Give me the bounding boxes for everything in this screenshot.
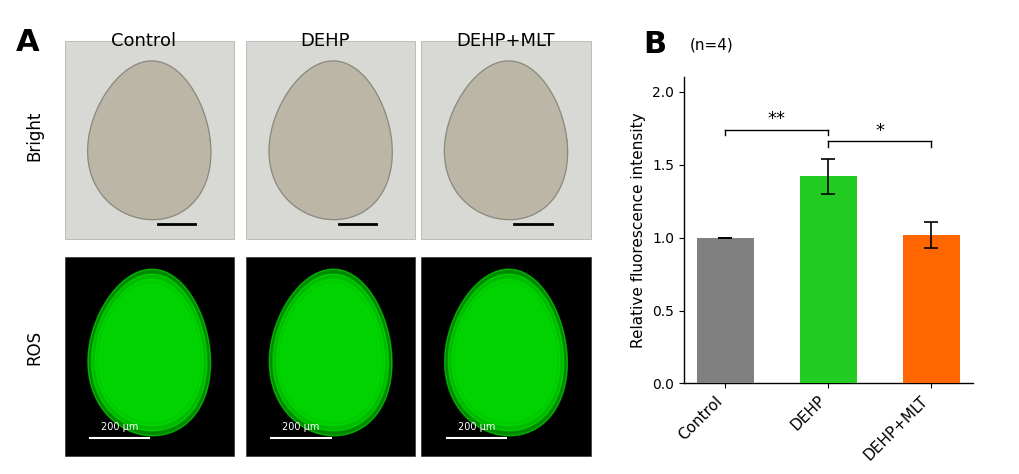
Text: B: B <box>642 30 665 59</box>
FancyBboxPatch shape <box>421 257 590 456</box>
Polygon shape <box>269 61 392 219</box>
Polygon shape <box>448 274 564 431</box>
FancyBboxPatch shape <box>246 257 415 456</box>
Polygon shape <box>455 284 555 421</box>
Text: Control: Control <box>110 32 175 50</box>
Text: DEHP: DEHP <box>300 32 350 50</box>
FancyBboxPatch shape <box>421 41 590 239</box>
Polygon shape <box>280 284 381 421</box>
Polygon shape <box>444 269 567 436</box>
FancyBboxPatch shape <box>64 257 233 456</box>
Text: *: * <box>874 122 883 140</box>
Text: DEHP+MLT: DEHP+MLT <box>457 32 554 50</box>
Text: 200 μm: 200 μm <box>282 422 319 432</box>
Y-axis label: Relative fluorescence intensity: Relative fluorescence intensity <box>631 112 646 348</box>
Bar <box>902 235 959 383</box>
Text: (n=4): (n=4) <box>689 38 733 53</box>
Polygon shape <box>92 274 207 431</box>
Polygon shape <box>451 279 559 426</box>
Polygon shape <box>273 274 388 431</box>
FancyBboxPatch shape <box>64 41 233 239</box>
FancyBboxPatch shape <box>246 41 415 239</box>
Polygon shape <box>444 61 567 219</box>
Text: 200 μm: 200 μm <box>458 422 494 432</box>
Polygon shape <box>88 61 211 219</box>
Text: A: A <box>16 28 40 57</box>
Polygon shape <box>95 279 203 426</box>
Polygon shape <box>99 284 200 421</box>
Bar <box>799 176 856 383</box>
Text: ROS: ROS <box>25 330 44 365</box>
Bar <box>696 237 753 383</box>
Polygon shape <box>269 269 391 436</box>
Text: Bright: Bright <box>25 110 44 161</box>
Polygon shape <box>88 269 211 436</box>
Text: 200 μm: 200 μm <box>101 422 139 432</box>
Polygon shape <box>276 279 384 426</box>
Text: **: ** <box>767 110 785 128</box>
